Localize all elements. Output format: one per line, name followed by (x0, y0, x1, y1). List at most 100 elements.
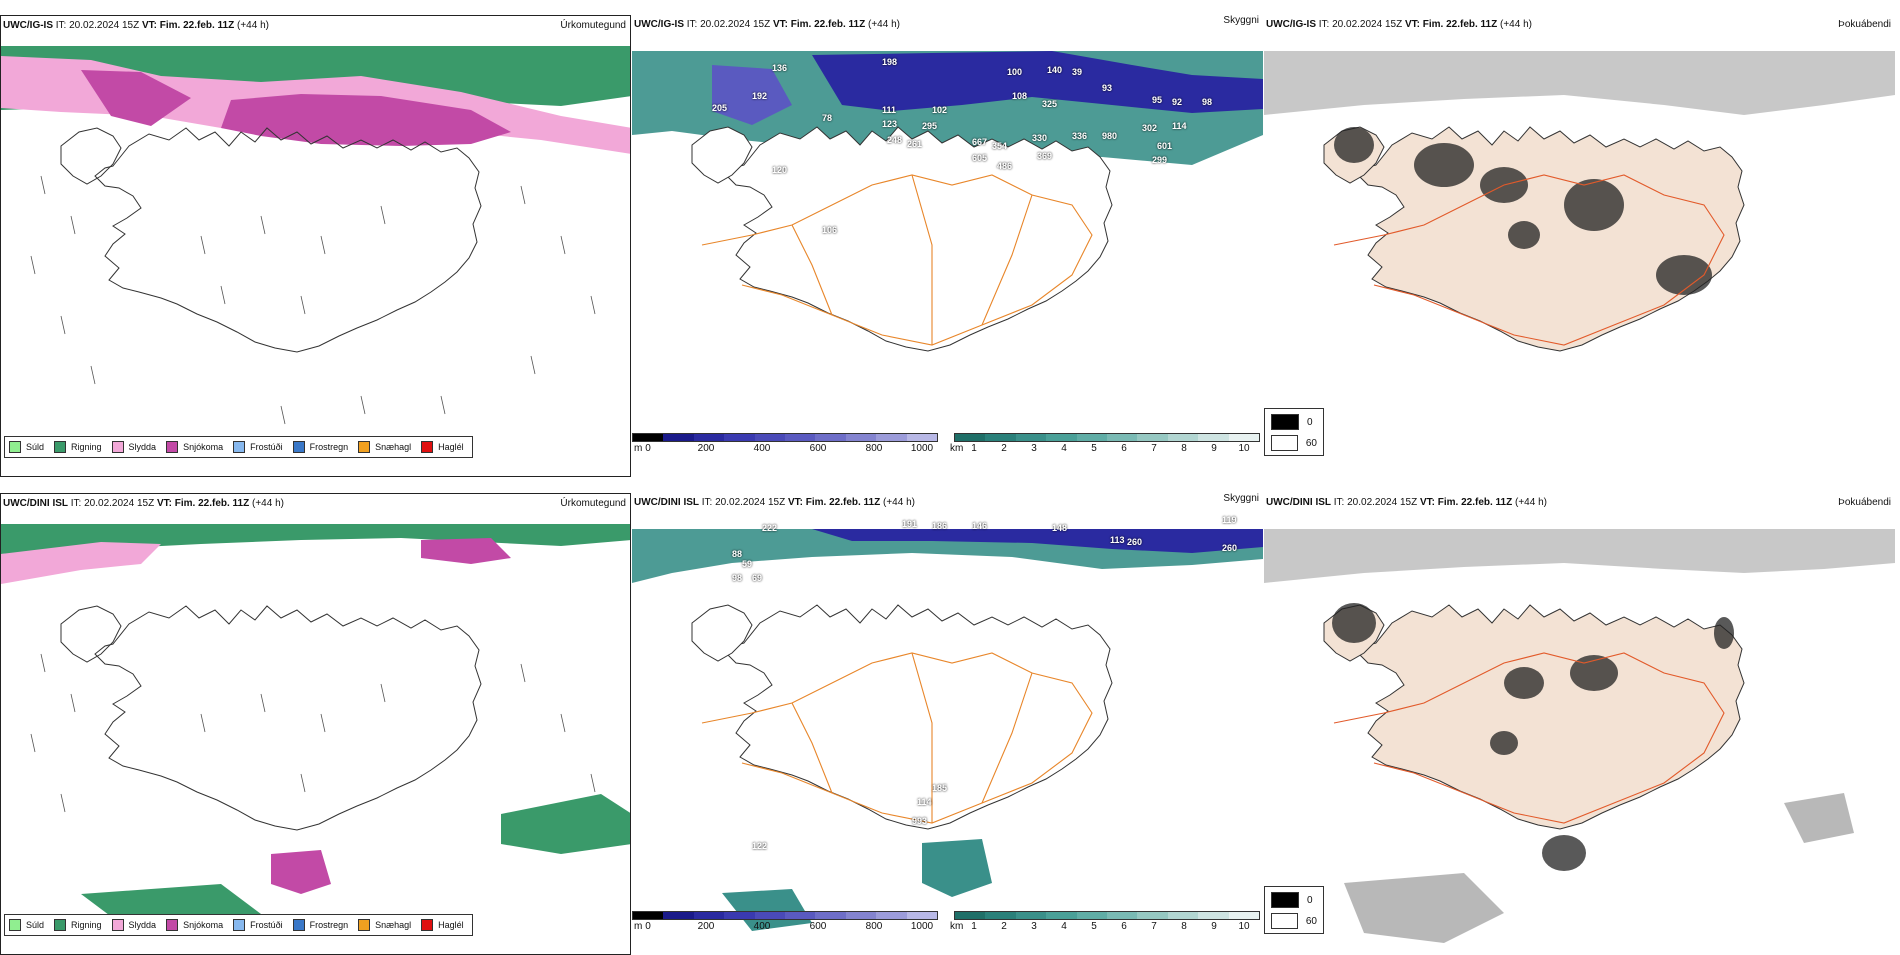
visibility-tick: 9 (1211, 921, 1217, 932)
ceiling-tick: 600 (809, 443, 827, 454)
valid-time: Fim. 22.feb. 11Z (1437, 497, 1513, 508)
legend-swatch (421, 919, 434, 931)
ceiling-value-label: 98 (732, 573, 743, 583)
low-ceiling-area (812, 51, 1263, 113)
ceiling-value-label: 260 (1222, 543, 1238, 553)
visibility-tick: 1 (971, 921, 977, 932)
legend-item: Frostúði (233, 441, 283, 453)
legend-item: Súld (9, 919, 44, 931)
visibility-colorbar-bar (954, 911, 1260, 920)
legend-label: Frostregn (309, 920, 349, 930)
ceiling-value-label: 295 (922, 121, 938, 131)
legend-swatch (166, 441, 179, 453)
fog-legend-item: 60 (1271, 435, 1317, 451)
visibility-tick: 7 (1151, 921, 1157, 932)
ceiling-tick: 400 (753, 921, 771, 932)
visibility-tick: 8 (1181, 921, 1187, 932)
visibility-area-south (722, 839, 992, 931)
legend-swatch (421, 441, 434, 453)
panel-header: UWC/IG-IS IT: 20.02.2024 15Z VT: Fim. 22… (1266, 19, 1891, 35)
ceiling-value-label: 123 (882, 119, 898, 129)
sleet-area (1, 542, 161, 584)
visibility-panel-igis: UWC/IG-IS IT: 20.02.2024 15Z VT: Fim. 22… (632, 15, 1263, 477)
visibility-tick: 9 (1211, 443, 1217, 454)
ceiling-unit: m (634, 921, 643, 932)
legend-label: Snæhagl (375, 920, 412, 930)
fog-legend-item: 60 (1271, 913, 1317, 929)
init-time: 20.02.2024 15Z (1347, 497, 1418, 508)
it-label: IT: (1333, 497, 1345, 508)
legend-label: Súld (26, 920, 45, 930)
legend-item: Haglél (421, 919, 464, 931)
visibility-tick: 1 (971, 443, 977, 454)
ceiling-value-label: 92 (1172, 97, 1183, 107)
vt-label: VT: (1404, 19, 1420, 30)
ceiling-value-label: 325 (1042, 99, 1058, 109)
low-ceiling-area (812, 529, 1263, 553)
valid-time: Fim. 22.feb. 11Z (790, 19, 866, 30)
ceiling-value-label: 113 (1110, 535, 1125, 545)
legend-label: Rigning (71, 920, 102, 930)
ceiling-value-label: 146 (972, 521, 988, 531)
ceiling-value-label: 186 (932, 521, 948, 531)
ceiling-value-label: 980 (1102, 131, 1118, 141)
visibility-tick: 3 (1031, 443, 1037, 454)
lead-time: (+44 h) (868, 19, 900, 30)
panel-header: UWC/DINI ISL IT: 20.02.2024 15Z VT: Fim.… (3, 498, 626, 514)
ceiling-tick: 800 (865, 443, 883, 454)
lead-time: (+44 h) (252, 498, 284, 509)
precip-type-legend: Súld Rigning Slydda Snjókoma Frostúði Fr… (4, 914, 473, 936)
ceiling-value-label: 667 (972, 137, 988, 147)
lead-time: (+44 h) (1515, 497, 1547, 508)
ceiling-tick: 800 (865, 921, 883, 932)
fog-swatch (1271, 435, 1298, 451)
legend-item: Slydda (111, 919, 156, 931)
low-ceiling-area-westfjords (712, 65, 792, 125)
fog-index-field (1264, 529, 1895, 583)
legend-swatch (9, 919, 21, 931)
vt-label: VT: (156, 498, 172, 509)
legend-item: Rigning (54, 919, 102, 931)
product-name: Skyggni (1223, 15, 1259, 26)
it-label: IT: (701, 497, 713, 508)
legend-swatch (358, 919, 371, 931)
visibility-tick: 5 (1091, 443, 1097, 454)
legend-swatch (111, 441, 124, 453)
ceiling-value-label: 260 (1127, 537, 1143, 547)
fog-index-panel-igis: UWC/IG-IS IT: 20.02.2024 15Z VT: Fim. 22… (1264, 15, 1895, 477)
ceiling-value-labels-top: 136 198 100 140 39 93 95 92 98 192 205 78 111 123 102 1… (632, 35, 1263, 235)
panel-header: UWC/DINI ISL IT: 20.02.2024 15Z VT: Fim.… (634, 493, 1259, 513)
model-name: UWC/DINI ISL (634, 497, 699, 508)
ceiling-tick: 0 (645, 921, 651, 932)
ceiling-value-label: 299 (1152, 155, 1168, 165)
rain-area-south (81, 794, 630, 934)
visibility-tick: 10 (1238, 921, 1250, 932)
ceiling-value-label: 111 (882, 105, 897, 115)
fog-swatch (1271, 892, 1299, 908)
road-network (701, 652, 1093, 824)
coastline (94, 605, 482, 831)
legend-item: Frostregn (292, 919, 349, 931)
lead-time: (+44 h) (883, 497, 915, 508)
valid-time: Fim. 22.feb. 11Z (1422, 19, 1498, 30)
fog-index-field-south (1344, 793, 1854, 943)
ceiling-value-label: 605 (972, 153, 988, 163)
snow-area (271, 538, 511, 894)
fog-legend-label: 0 (1307, 894, 1313, 906)
ceiling-value-label: 354 (992, 141, 1008, 151)
ceiling-tick: 200 (697, 443, 715, 454)
legend-label: Rigning (71, 442, 102, 452)
ceiling-colorbar: m 0 200 400 600 800 1000 (632, 911, 938, 935)
land-area (1357, 604, 1745, 830)
legend-item: Haglél (421, 441, 464, 453)
panel-header: UWC/IG-IS IT: 20.02.2024 15Z VT: Fim. 22… (3, 20, 626, 36)
wind-barbs (30, 175, 596, 425)
product-name: Skyggni (1223, 493, 1259, 504)
fog-dense-areas (1332, 603, 1734, 871)
valid-time: Fim. 22.feb. 11Z (159, 20, 235, 31)
model-name: UWC/DINI ISL (1266, 497, 1331, 508)
coastline-westfjords (60, 605, 122, 663)
ceiling-value-label: 108 (1012, 91, 1028, 101)
legend-swatch (292, 441, 305, 453)
ceiling-colorbar: m 0 200 400 600 800 1000 (632, 433, 938, 457)
